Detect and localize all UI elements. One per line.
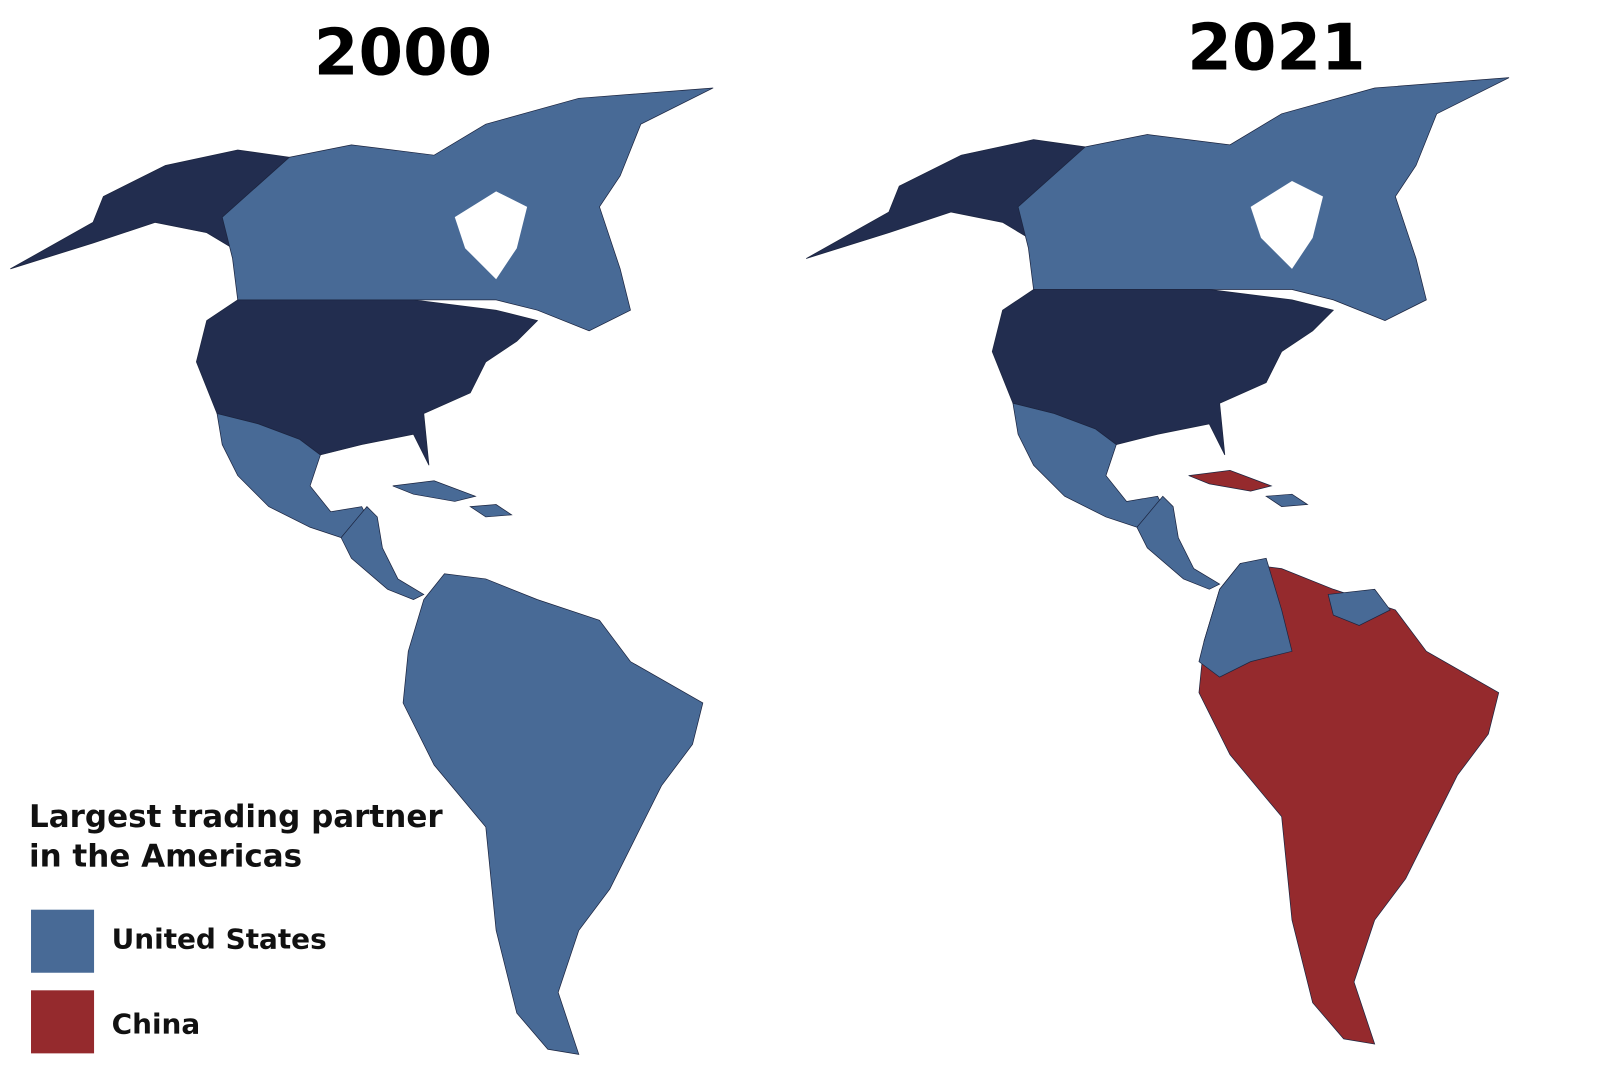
legend-swatch [31, 990, 95, 1054]
country [1265, 493, 1309, 508]
legend-title: Largest trading partner [29, 799, 443, 835]
legend-title: in the Americas [29, 838, 302, 874]
legend-swatch [31, 909, 95, 973]
map-title: 2021 [1187, 11, 1365, 85]
legend: Largest trading partner in the Americas … [29, 799, 443, 1054]
map-2021: 2021 [805, 11, 1510, 1045]
country [402, 573, 704, 1055]
map-2000: 2000 [9, 17, 714, 1055]
legend-label: China [112, 1007, 201, 1040]
country [1188, 469, 1272, 492]
country [469, 504, 513, 518]
legend-label: United States [112, 923, 327, 956]
map-title: 2000 [314, 17, 492, 91]
country [392, 480, 476, 502]
